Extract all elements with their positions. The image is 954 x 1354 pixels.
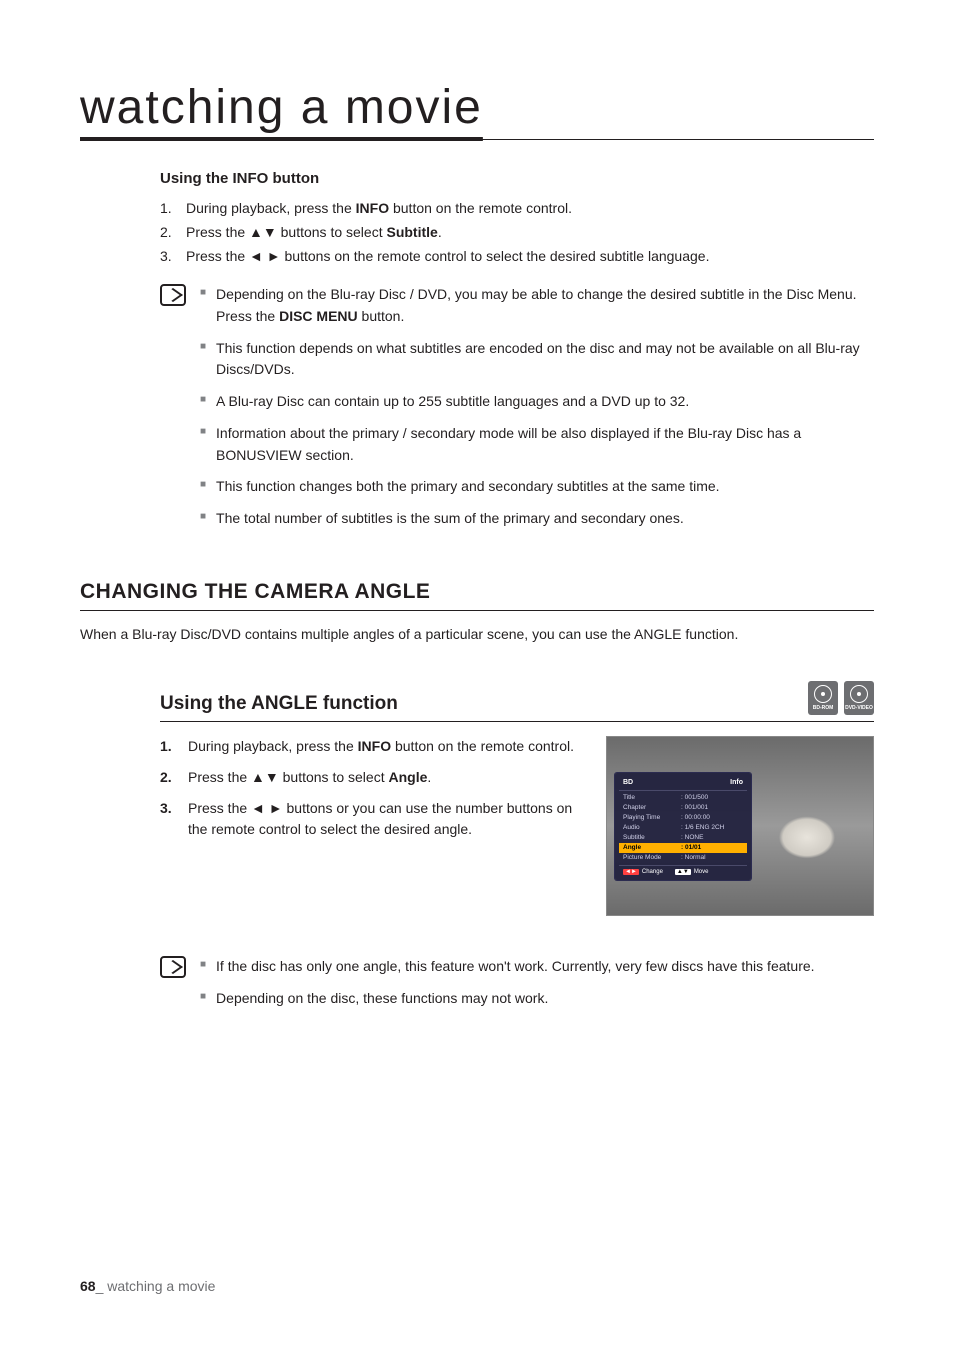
angle-notes: ■If the disc has only one angle, this fe… — [200, 956, 874, 1019]
page-footer: 68_ watching a movie — [80, 1278, 215, 1294]
osd-row: Title001/500 — [619, 793, 747, 803]
osd-row: Playing Time00:00:00 — [619, 813, 747, 823]
osd-screenshot: BDInfo Title001/500Chapter001/001Playing… — [606, 736, 874, 916]
note-icon — [160, 284, 186, 306]
camera-angle-heading: CHANGING THE CAMERA ANGLE — [80, 580, 874, 611]
note: ■Information about the primary / seconda… — [200, 423, 874, 466]
step: 3.Press the ◄ ► buttons or you can use t… — [160, 798, 586, 840]
note: ■Depending on the Blu-ray Disc / DVD, yo… — [200, 284, 874, 327]
bd-rom-icon: BD-ROM — [808, 681, 838, 715]
step: 3.Press the ◄ ► buttons on the remote co… — [160, 245, 874, 269]
angle-function-heading: Using the ANGLE function — [160, 693, 398, 715]
osd-row: Chapter001/001 — [619, 803, 747, 813]
osd-info-panel: BDInfo Title001/500Chapter001/001Playing… — [615, 773, 751, 880]
page-title: watching a movie — [80, 80, 874, 140]
step: 2.Press the ▲▼ buttons to select Angle. — [160, 767, 586, 788]
note: ■If the disc has only one angle, this fe… — [200, 956, 874, 978]
step: 1.During playback, press the INFO button… — [160, 736, 586, 757]
osd-row: Audio1/6 ENG 2CH — [619, 823, 747, 833]
camera-angle-intro: When a Blu-ray Disc/DVD contains multipl… — [80, 623, 874, 645]
angle-steps: 1.During playback, press the INFO button… — [160, 736, 586, 840]
dvd-video-icon: DVD-VIDEO — [844, 681, 874, 715]
note: ■This function depends on what subtitles… — [200, 338, 874, 381]
step: 1.During playback, press the INFO button… — [160, 197, 874, 221]
note: ■A Blu-ray Disc can contain up to 255 su… — [200, 391, 874, 413]
osd-row: Picture ModeNormal — [619, 853, 747, 863]
info-button-steps: 1.During playback, press the INFO button… — [160, 197, 874, 268]
osd-row: SubtitleNONE — [619, 833, 747, 843]
puppy-image — [779, 815, 849, 871]
info-button-notes: ■Depending on the Blu-ray Disc / DVD, yo… — [200, 284, 874, 539]
note: ■Depending on the disc, these functions … — [200, 988, 874, 1010]
osd-row: Angle01/01 — [619, 843, 747, 853]
step: 2.Press the ▲▼ buttons to select Subtitl… — [160, 221, 874, 245]
note: ■The total number of subtitles is the su… — [200, 508, 874, 530]
note: ■This function changes both the primary … — [200, 476, 874, 498]
info-button-heading: Using the INFO button — [160, 170, 874, 187]
note-icon — [160, 956, 186, 978]
